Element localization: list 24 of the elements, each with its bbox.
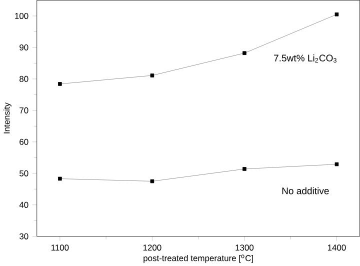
point [334, 162, 339, 166]
x-axis-title: post-treated temperature [$^{o}$C] [144, 254, 253, 263]
y-tick-label: 100 [15, 12, 28, 19]
point [242, 51, 246, 55]
x-tick-label: 1200 [143, 244, 162, 250]
x-tick-label: 1300 [236, 244, 254, 250]
x-tick-label: 1400 [328, 244, 346, 250]
text: No additive [282, 187, 329, 194]
y-axis-title: Intensity [4, 102, 12, 134]
y-tick-label: 30 [19, 233, 28, 240]
y-tick-label: 70 [20, 107, 28, 114]
y-tick-label: 50 [20, 170, 28, 176]
y-tick-label: 90 [20, 44, 28, 50]
point [58, 176, 62, 180]
point [242, 166, 246, 171]
y-tick-label: 40 [19, 202, 28, 208]
x-tick-label: 1100 [51, 244, 69, 250]
point [58, 82, 62, 86]
point [150, 179, 154, 183]
y-tick-label: 60 [20, 138, 28, 145]
point [150, 73, 154, 78]
series-label: 7.5wt% Li$_{2}$CO$_{3}$ [274, 54, 336, 62]
y-tick-label: 80 [20, 76, 28, 82]
point [334, 12, 339, 16]
